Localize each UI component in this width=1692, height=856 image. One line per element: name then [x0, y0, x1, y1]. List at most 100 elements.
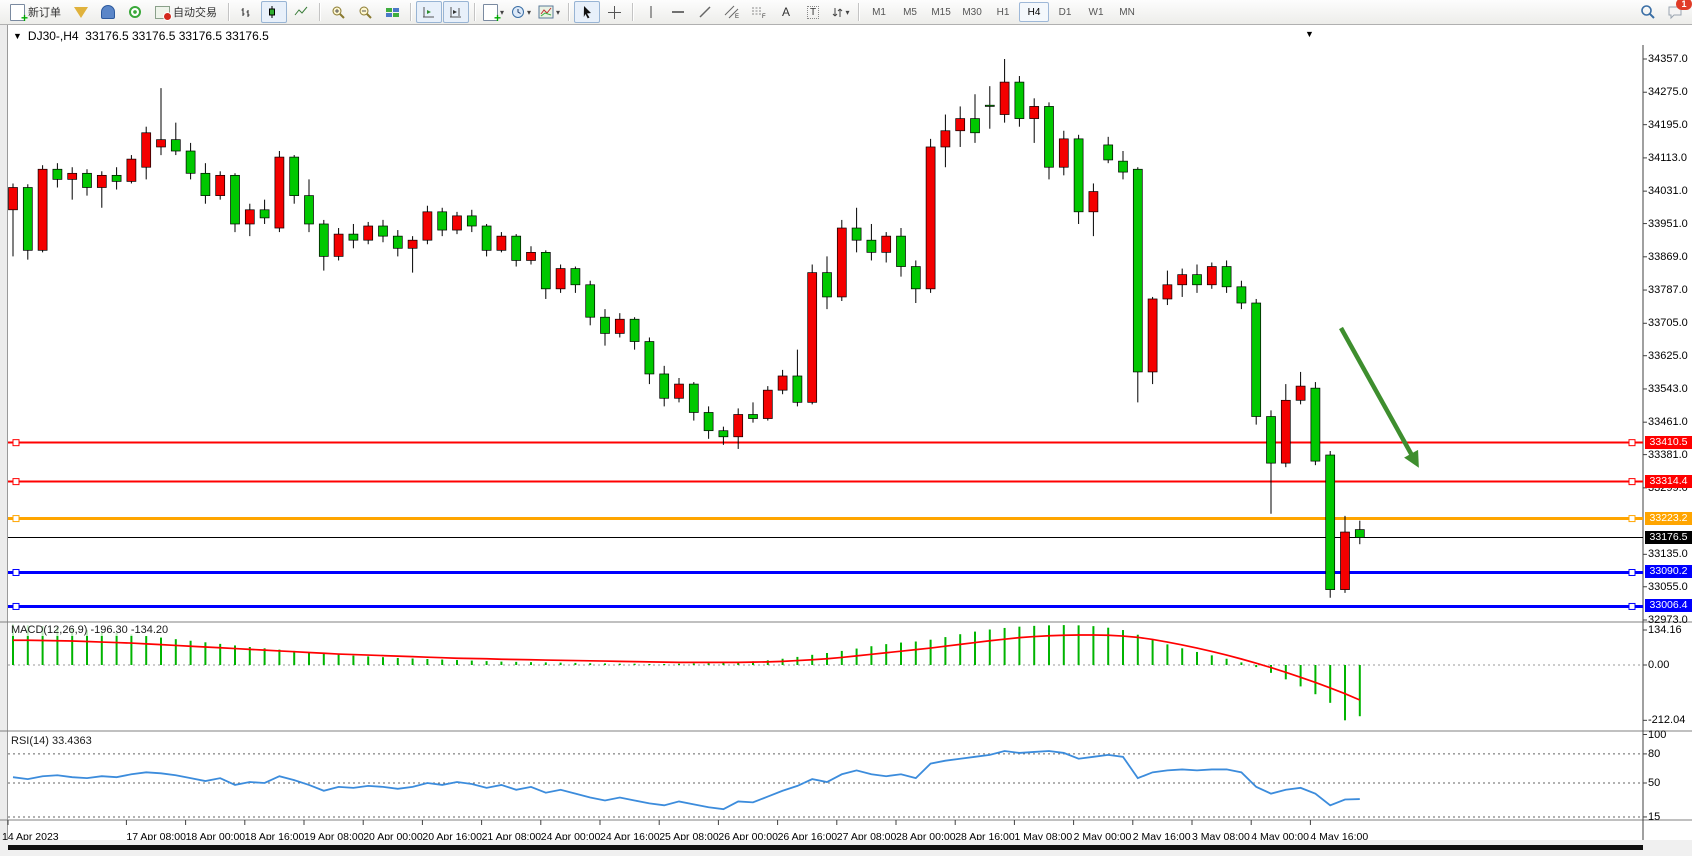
timeframe-button-m5[interactable]: M5 [903, 6, 917, 18]
auto-scroll-button[interactable] [416, 1, 442, 23]
zoom-in-button[interactable] [325, 1, 351, 23]
candle-body [1118, 160, 1128, 173]
timeframe-button-d1[interactable]: D1 [1058, 6, 1072, 18]
timeframe-button-h1[interactable]: H1 [996, 6, 1010, 18]
trend-arrow[interactable] [1339, 326, 1416, 461]
arrows-button[interactable]: ▾ [827, 1, 853, 23]
rsi-label: RSI(14) 33.4363 [11, 735, 92, 747]
price-line-chip: 33410.5 [1645, 435, 1692, 449]
candle-body [170, 139, 181, 152]
candle-body [318, 223, 329, 257]
chevron-down-icon: ▾ [500, 7, 505, 17]
price-line-chip: 33006.4 [1645, 599, 1692, 613]
line-handle[interactable] [1628, 439, 1636, 447]
window-left-border [0, 25, 8, 856]
new-chart-button[interactable]: ▾ [480, 1, 507, 25]
line-chart-button[interactable] [288, 1, 314, 23]
candle-body [555, 268, 566, 290]
objects-dropdown-icon[interactable]: ▼ [1305, 29, 1314, 39]
bar-chart-button[interactable] [234, 1, 260, 23]
clock-icon [512, 6, 525, 18]
autotrading-button[interactable]: 自动交易 [149, 1, 223, 23]
line-handle[interactable] [12, 439, 20, 447]
candle-body [970, 118, 980, 134]
chart-title: ▼ DJ30-,H4 33176.5 33176.5 33176.5 33176… [13, 29, 269, 43]
line-handle[interactable] [1628, 568, 1636, 576]
candle-body [644, 341, 655, 375]
profile-button[interactable] [68, 1, 94, 23]
candle-body [851, 227, 862, 241]
candlestick-chart-button[interactable] [261, 1, 287, 23]
candle-body [807, 272, 818, 403]
candle-body [614, 318, 625, 334]
candle-body [1147, 298, 1158, 373]
chat-button[interactable]: 1 [1662, 0, 1692, 23]
horizontal-line-icon [672, 11, 685, 13]
crosshair-button[interactable] [601, 1, 627, 23]
line-handle[interactable] [1628, 478, 1636, 486]
tile-windows-button[interactable] [379, 1, 405, 23]
candle-body [1058, 138, 1069, 168]
candle-body [259, 209, 270, 219]
candle-body [481, 225, 492, 251]
zoom-out-icon [359, 6, 372, 19]
candle-body [333, 233, 344, 257]
candle-body [1295, 385, 1306, 401]
candle-body [836, 227, 847, 298]
timeframe-button-mn[interactable]: MN [1119, 6, 1135, 18]
price-tick-label: 34113.0 [1648, 151, 1687, 164]
new-order-button[interactable]: 新订单 [4, 1, 67, 25]
candle-body [111, 174, 122, 182]
zoom-out-button[interactable] [352, 1, 378, 23]
periods-button[interactable]: ▾ [508, 1, 534, 23]
candle-body [999, 81, 1010, 115]
candlestick-icon [269, 6, 275, 18]
timeframe-button-m15[interactable]: M15 [931, 6, 951, 18]
new-order-icon [10, 3, 28, 25]
arrows-icon [832, 7, 842, 17]
timeframe-button-h4[interactable]: H4 [1019, 2, 1050, 22]
signals-button[interactable] [122, 1, 148, 23]
text-button[interactable]: A [773, 1, 799, 23]
vertical-line-button[interactable] [638, 1, 664, 23]
templates-button[interactable]: ▾ [535, 1, 563, 23]
line-handle[interactable] [1628, 515, 1636, 523]
line-handle[interactable] [12, 515, 20, 523]
candle-body [733, 414, 744, 438]
horizontal-scrollbar[interactable] [8, 845, 1643, 850]
candle-body [955, 118, 966, 132]
new-order-label: 新订单 [28, 7, 61, 19]
channel-icon: E [724, 5, 739, 19]
timeframe-button-m1[interactable]: M1 [872, 6, 886, 18]
equidistant-channel-button[interactable]: E [719, 1, 745, 23]
timeframe-button-w1[interactable]: W1 [1088, 6, 1104, 18]
line-handle[interactable] [12, 478, 20, 486]
search-button[interactable] [1635, 1, 1661, 23]
candle-body [274, 156, 285, 229]
cursor-button[interactable] [574, 1, 601, 23]
macd-axis-label: 134.16 [1648, 623, 1682, 636]
text-label-button[interactable]: T [800, 1, 826, 23]
chart-shift-button[interactable] [443, 1, 469, 23]
line-handle[interactable] [1628, 602, 1636, 610]
chart-dropdown-icon[interactable]: ▼ [13, 31, 22, 41]
trend-arrow-head [1404, 449, 1419, 468]
price-line-chip: 33314.4 [1645, 474, 1692, 488]
candle-body [156, 139, 166, 148]
timeframe-button-m30[interactable]: M30 [962, 6, 982, 18]
trendline-button[interactable] [692, 1, 718, 23]
market-watch-button[interactable] [95, 1, 121, 23]
candle-body [1192, 274, 1202, 286]
crosshair-icon [607, 5, 621, 19]
candle-body [925, 146, 936, 290]
price-tick-label: 34195.0 [1648, 118, 1688, 131]
chart-canvas[interactable] [0, 25, 1692, 856]
line-handle[interactable] [12, 602, 20, 610]
price-tick-label: 33787.0 [1648, 284, 1688, 297]
candle-body [718, 430, 729, 438]
candle-body [748, 414, 758, 419]
fibonacci-button[interactable]: F [746, 1, 772, 23]
candle-body [1236, 286, 1247, 304]
line-handle[interactable] [12, 568, 20, 576]
horizontal-line-button[interactable] [665, 1, 691, 23]
